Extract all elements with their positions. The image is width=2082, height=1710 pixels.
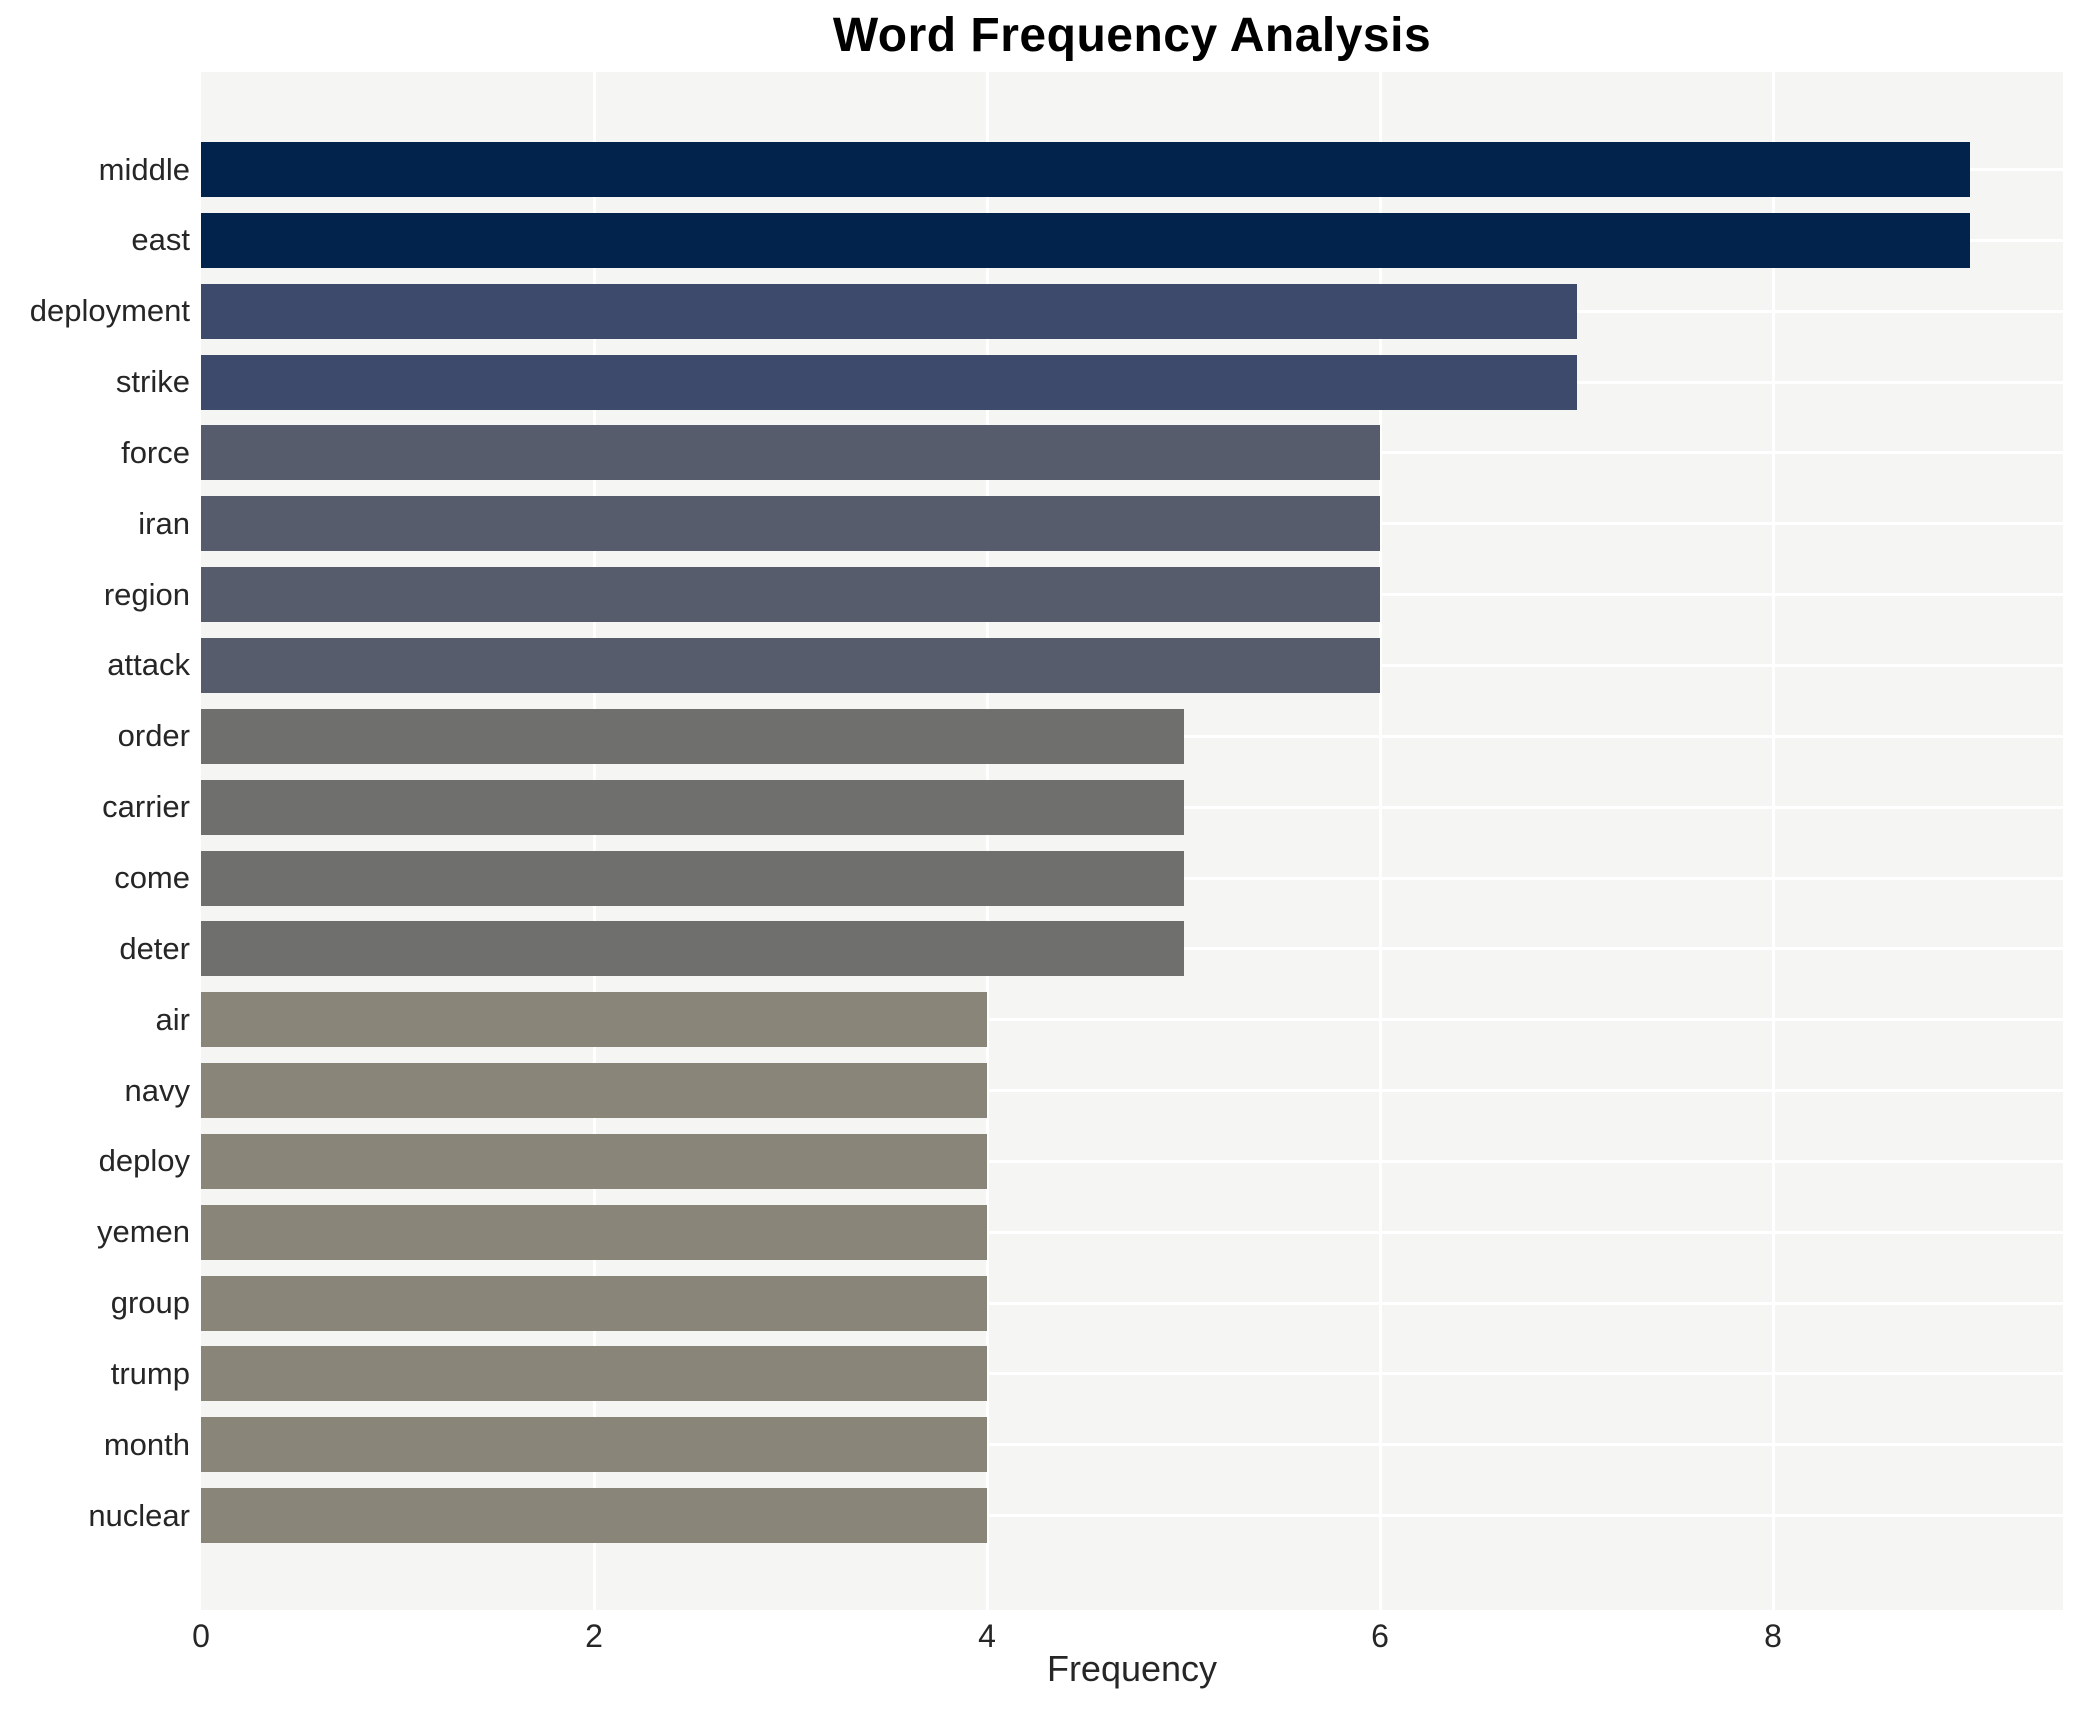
x-tick-label-6: 6 [1371,1618,1389,1654]
bar-deploy [201,1133,987,1189]
y-tick-label-east: east [131,222,190,258]
y-tick-label-deter: deter [119,930,190,966]
y-tick-label-middle: middle [98,151,190,187]
gridline-horizontal [201,1230,2063,1234]
gridline-horizontal [201,1301,2063,1305]
bar-nuclear [201,1488,987,1544]
plot-area [201,72,2063,1610]
y-tick-label-deploy: deploy [98,1143,190,1179]
bar-east [201,212,1970,268]
x-tick-label-4: 4 [978,1618,996,1654]
x-tick-label-8: 8 [1764,1618,1782,1654]
bar-deter [201,921,1184,977]
bar-yemen [201,1204,987,1260]
bar-order [201,708,1184,764]
y-tick-label-iran: iran [138,505,190,541]
x-axis-label: Frequency [1046,1648,1218,1689]
y-tick-label-deployment: deployment [29,293,190,329]
y-tick-label-strike: strike [115,364,190,400]
y-tick-label-navy: navy [124,1072,190,1108]
bar-come [201,850,1184,906]
bar-carrier [201,779,1184,835]
y-tick-label-attack: attack [107,647,190,683]
x-tick-label-0: 0 [192,1618,210,1654]
gridline-vertical [1771,72,1775,1610]
bar-air [201,992,987,1048]
gridline-horizontal [201,1018,2063,1022]
x-tick-label-2: 2 [585,1618,603,1654]
bar-month [201,1417,987,1473]
y-tick-label-trump: trump [110,1355,190,1391]
bar-attack [201,637,1380,693]
bar-region [201,567,1380,623]
gridline-vertical [985,72,989,1610]
y-tick-label-group: group [110,1285,190,1321]
y-tick-label-nuclear: nuclear [88,1497,190,1533]
gridline-horizontal [201,1089,2063,1093]
bar-middle [201,142,1970,197]
y-tick-label-order: order [117,718,190,754]
y-tick-label-region: region [103,576,190,612]
y-tick-label-month: month [103,1426,190,1462]
gridline-vertical [592,72,596,1610]
gridline-horizontal [201,1443,2063,1447]
y-tick-label-come: come [114,860,190,895]
bar-iran [201,496,1380,552]
bar-trump [201,1346,987,1402]
bar-navy [201,1063,987,1119]
bar-force [201,425,1380,481]
bar-deployment [201,283,1577,339]
bar-strike [201,354,1577,410]
gridline-vertical [1378,72,1382,1610]
chart-title: Word Frequency Analysis [832,9,1432,62]
gridline-horizontal [201,1372,2063,1376]
y-tick-label-yemen: yemen [96,1214,190,1250]
y-tick-label-carrier: carrier [102,789,190,825]
bar-group [201,1275,987,1331]
y-tick-label-force: force [121,434,190,470]
y-tick-label-air: air [155,1001,190,1037]
gridline-horizontal [201,1159,2063,1163]
gridline-horizontal [201,1514,2063,1518]
